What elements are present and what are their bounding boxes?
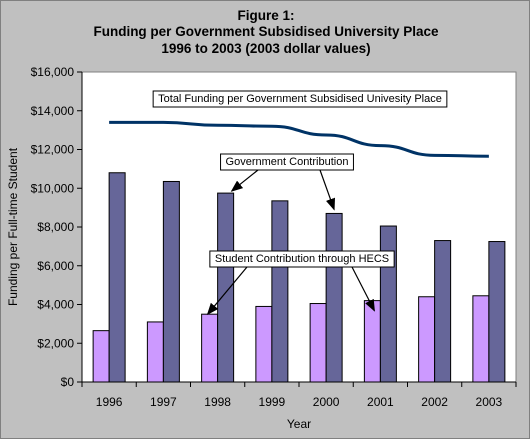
callout-government-contribution-text: Government Contribution xyxy=(226,156,349,168)
bar-hecs-2003 xyxy=(472,295,490,383)
callout-student-contribution: Student Contribution through HECS xyxy=(209,250,395,268)
bar-hecs-1996 xyxy=(92,330,110,383)
x-axis-title: Year xyxy=(287,417,311,431)
bar-hecs-1999 xyxy=(255,305,273,383)
callout-total-funding-text: Total Funding per Government Subsidised … xyxy=(158,93,442,105)
bar-hecs-2000 xyxy=(309,303,327,383)
bar-government-2002 xyxy=(434,240,452,383)
callout-government-contribution-box xyxy=(220,153,354,171)
annotation-layer: Total Funding per Government Subsidised … xyxy=(152,90,448,316)
y-tick-label: $0 xyxy=(61,375,75,389)
x-tick-label: 1996 xyxy=(96,395,123,409)
y-tick-label: $4,000 xyxy=(37,298,74,312)
y-tick-label: $2,000 xyxy=(37,336,74,350)
chart-title-line-2: Funding per Government Subsidised Univer… xyxy=(93,24,439,39)
bar-government-1999 xyxy=(271,200,289,383)
x-tick-label: 1997 xyxy=(150,395,177,409)
x-tick-label: 2002 xyxy=(421,395,448,409)
bars-layer xyxy=(92,172,506,383)
arrow-government-2000 xyxy=(319,169,336,211)
y-tick-label: $6,000 xyxy=(37,259,74,273)
callout-total-funding: Total Funding per Government Subsidised … xyxy=(152,90,448,108)
bar-government-2000 xyxy=(325,212,343,383)
x-tick-label: 2000 xyxy=(313,395,340,409)
chart-title-line-1: Figure 1: xyxy=(237,8,295,23)
x-tick-label: 2003 xyxy=(476,395,503,409)
bar-government-2003 xyxy=(488,241,506,383)
series-line-total-funding xyxy=(109,120,489,158)
y-axis-title: Funding per Full-time Student xyxy=(6,147,20,306)
y-tick-label: $8,000 xyxy=(37,220,74,234)
bar-hecs-2002 xyxy=(418,296,436,383)
x-tick-label: 2001 xyxy=(367,395,394,409)
chart-title-line-3: 1996 to 2003 (2003 dollar values) xyxy=(161,41,371,56)
callout-student-contribution-box xyxy=(209,250,395,268)
x-tick-label: 1999 xyxy=(259,395,286,409)
bar-hecs-1997 xyxy=(146,321,164,383)
y-tick-label: $14,000 xyxy=(31,104,75,118)
bar-government-1998 xyxy=(217,192,235,383)
arrow-hecs-2001 xyxy=(351,266,375,312)
callout-total-funding-box xyxy=(152,90,448,108)
axes-layer: $0 $2,000 $4,000 $6,000 $8,000 $10,000 $12,000… xyxy=(6,65,517,431)
callout-student-contribution-text: Student Contribution through HECS xyxy=(215,253,389,265)
arrow-hecs-1998 xyxy=(206,266,248,316)
bar-hecs-2001 xyxy=(363,300,381,383)
bar-government-2001 xyxy=(379,225,397,383)
bar-government-1996 xyxy=(108,172,126,383)
arrow-government-1998 xyxy=(230,169,259,192)
x-tick-label: 1998 xyxy=(204,395,231,409)
y-tick-label: $12,000 xyxy=(31,143,75,157)
callout-government-contribution: Government Contribution xyxy=(220,153,354,171)
line-layer xyxy=(109,120,489,158)
bar-government-1997 xyxy=(162,180,180,383)
y-tick-label: $10,000 xyxy=(31,181,75,195)
y-tick-label: $16,000 xyxy=(31,65,75,79)
bar-hecs-1998 xyxy=(201,313,219,383)
